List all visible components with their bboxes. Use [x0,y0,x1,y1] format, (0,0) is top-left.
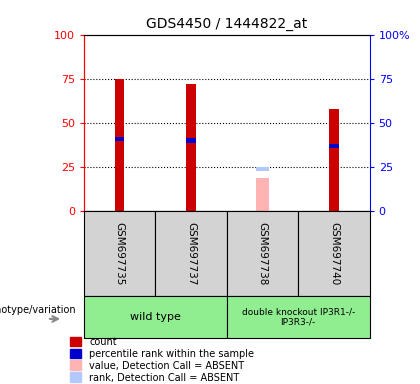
Bar [115,137,124,141]
Bar [298,211,370,296]
Bar [329,144,339,148]
Text: double knockout IP3R1-/-
IP3R3-/-: double knockout IP3R1-/- IP3R3-/- [241,307,355,326]
Text: value, Detection Call = ABSENT: value, Detection Call = ABSENT [89,361,244,371]
Bar [70,349,81,358]
Bar [84,211,155,296]
Bar [70,372,81,382]
Text: rank, Detection Call = ABSENT: rank, Detection Call = ABSENT [89,372,239,382]
Title: GDS4450 / 1444822_at: GDS4450 / 1444822_at [146,17,307,31]
Bar [84,296,227,338]
Bar [155,211,227,296]
Bar [227,296,370,338]
Text: percentile rank within the sample: percentile rank within the sample [89,349,254,359]
Text: GSM697740: GSM697740 [329,222,339,285]
Text: count: count [89,337,117,347]
Bar [70,336,81,346]
Bar [115,79,124,211]
Text: GSM697737: GSM697737 [186,222,196,285]
Bar [186,84,196,211]
Bar [227,211,298,296]
Bar [329,109,339,211]
Text: wild type: wild type [130,312,181,322]
Text: genotype/variation: genotype/variation [0,305,76,316]
Text: GSM697735: GSM697735 [115,222,125,285]
Bar [70,361,81,370]
Bar [257,167,268,171]
Bar [257,178,268,211]
Bar [186,138,196,143]
Text: GSM697738: GSM697738 [257,222,268,285]
